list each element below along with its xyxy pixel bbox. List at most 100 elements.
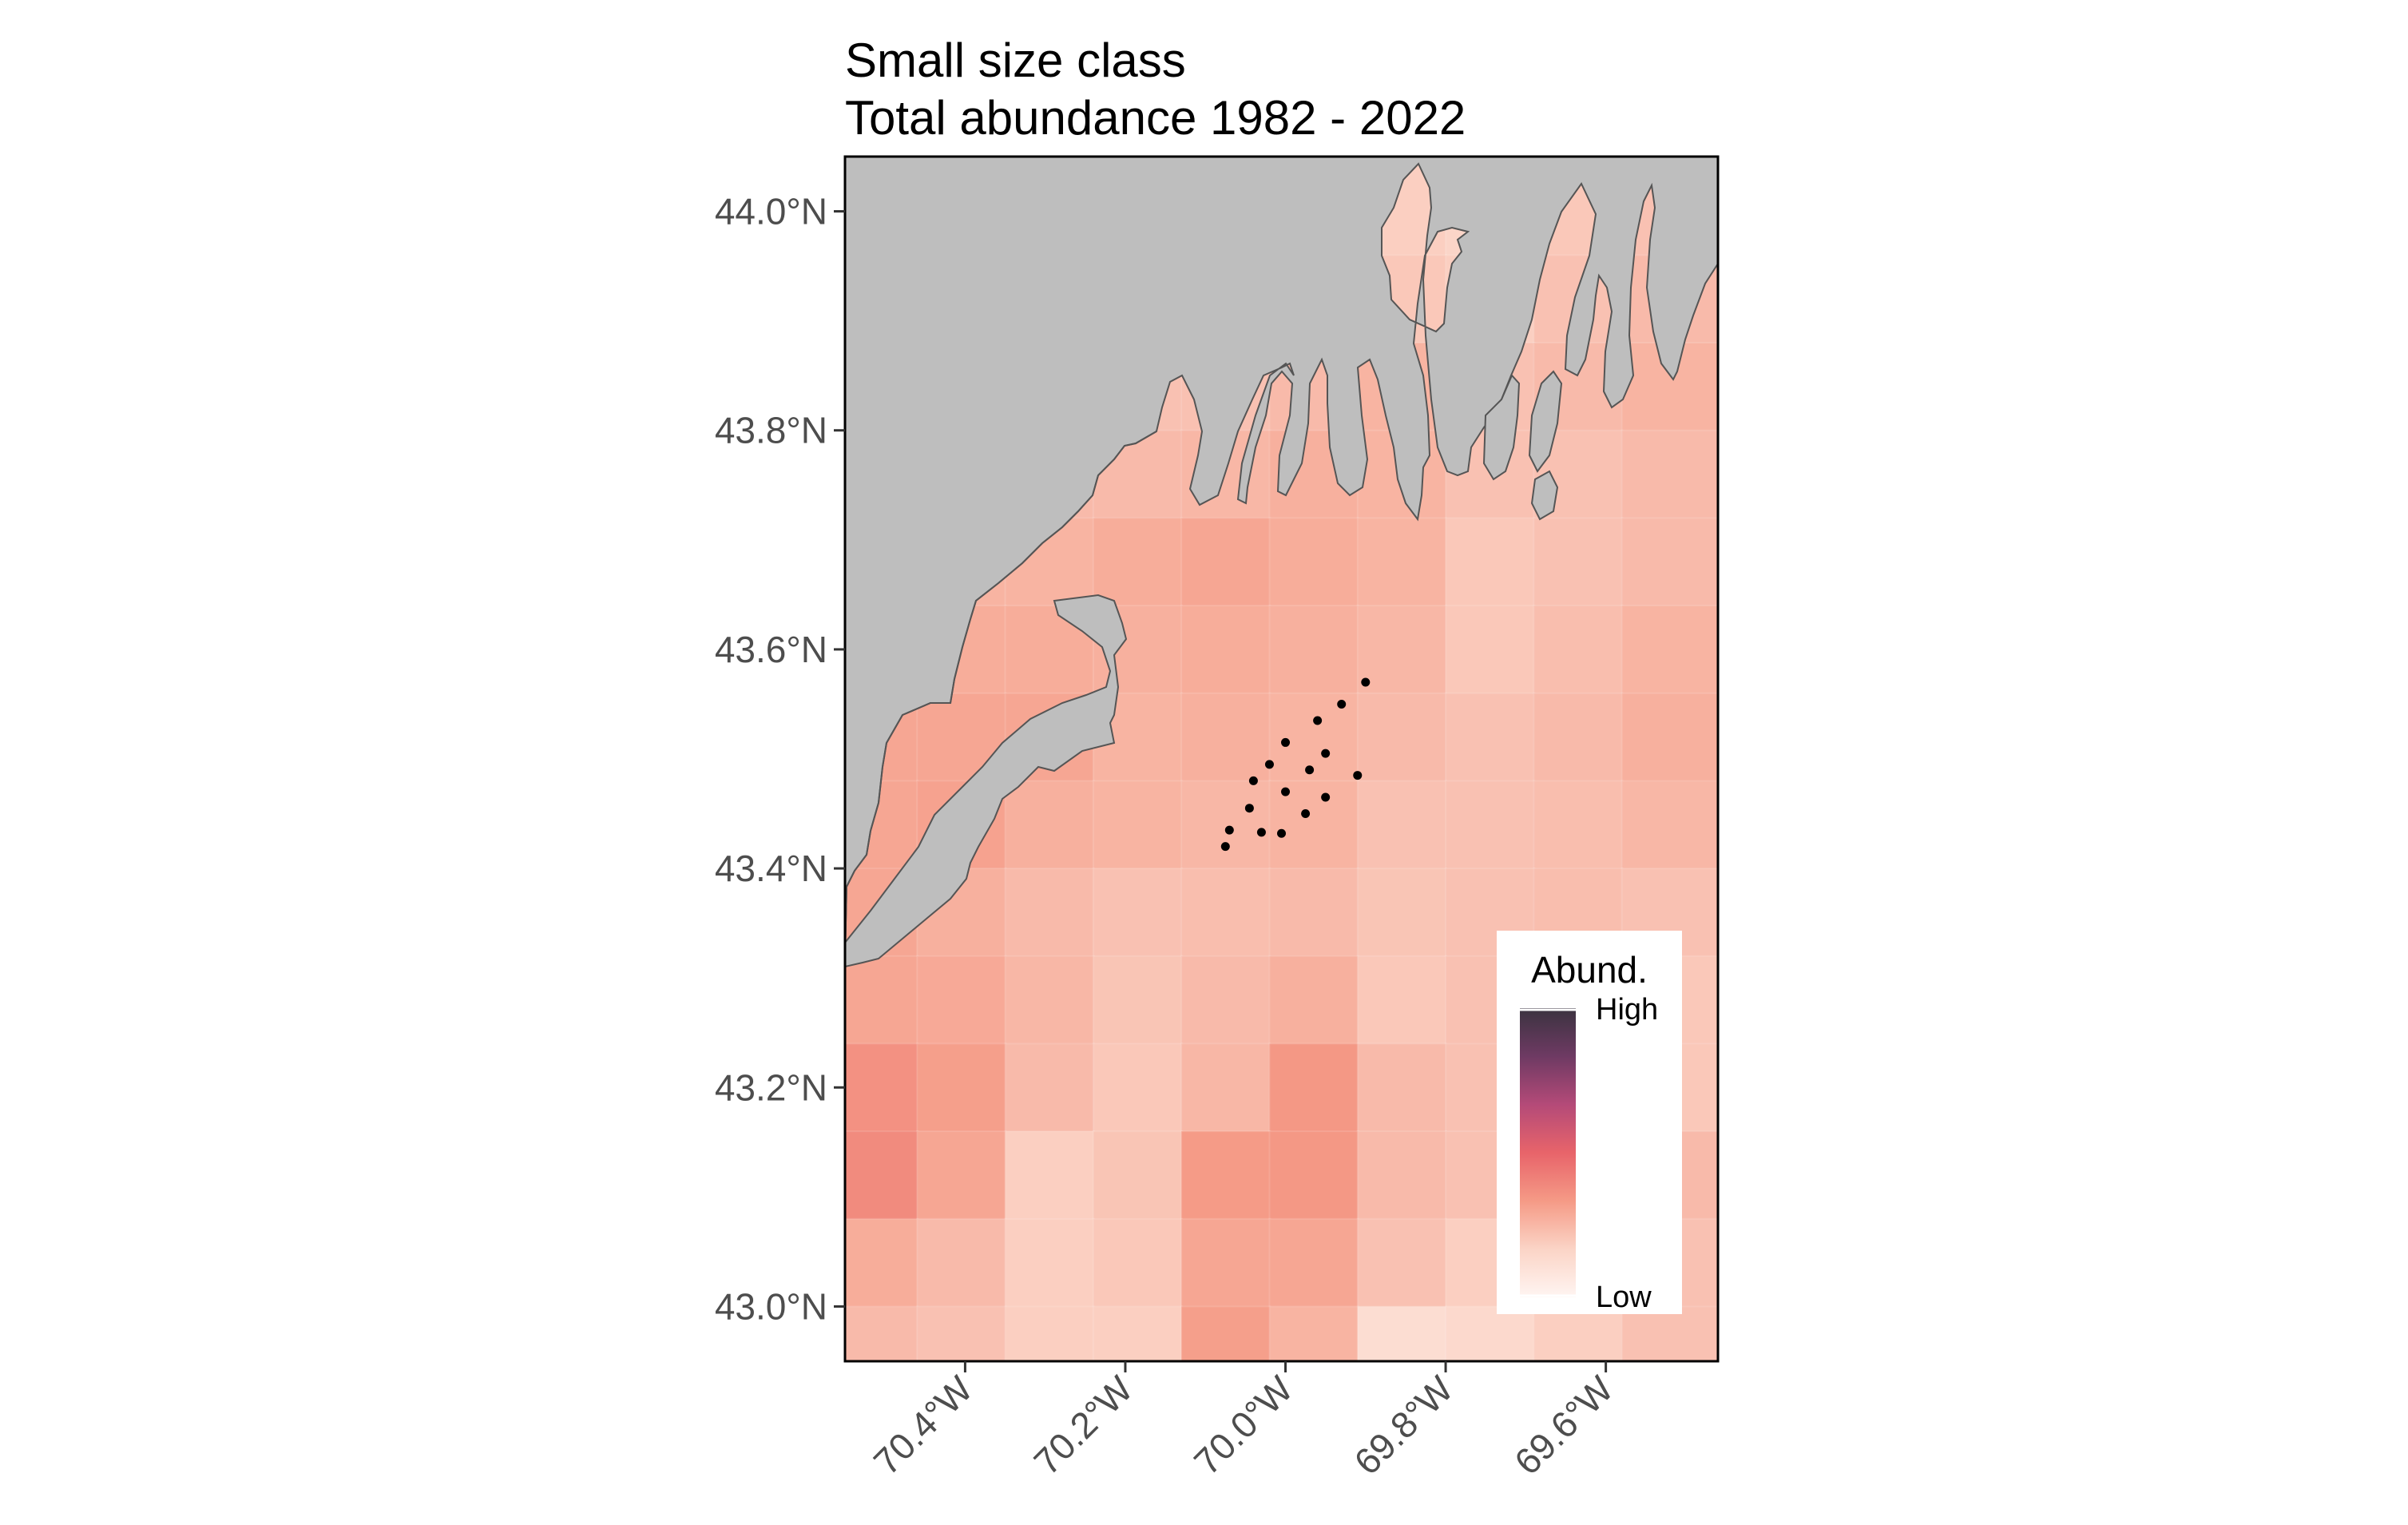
heatmap-cell: [1533, 692, 1624, 783]
heatmap-cell: [916, 955, 1007, 1046]
heatmap-cell: [1268, 1042, 1359, 1134]
survey-station-point: [1264, 760, 1274, 769]
heatmap-cell: [1533, 605, 1624, 695]
survey-station-point: [1281, 787, 1291, 796]
heatmap-cell: [1445, 780, 1536, 871]
heatmap-cell: [1356, 1042, 1448, 1134]
heatmap-cell: [1092, 955, 1184, 1046]
heatmap-cell: [1445, 1305, 1536, 1361]
survey-station-point: [1244, 804, 1254, 813]
river-inlet: [845, 594, 1128, 968]
heatmap-cell: [916, 1130, 1007, 1221]
heatmap-cell: [845, 1042, 919, 1134]
heatmap-cell: [1092, 1305, 1184, 1361]
x-tick-label: 70.4°W: [866, 1368, 981, 1483]
legend-title: Abund.: [1531, 949, 1648, 991]
survey-station-point: [1277, 828, 1286, 838]
heatmap-cell: [845, 955, 919, 1046]
heatmap-cell: [1180, 780, 1271, 871]
heatmap-cell: [1621, 429, 1718, 520]
y-tick-label: 43.8°N: [715, 410, 827, 451]
survey-station-point: [1220, 842, 1230, 852]
heatmap-cell: [845, 1217, 919, 1309]
survey-stations: [1220, 677, 1371, 852]
survey-station-point: [1321, 749, 1331, 758]
heatmap-cell: [845, 1305, 919, 1361]
survey-station-point: [1224, 825, 1234, 835]
heatmap-cell: [1180, 605, 1271, 695]
survey-station-point: [1256, 828, 1266, 837]
y-tick-label: 43.0°N: [715, 1285, 827, 1327]
survey-station-point: [1305, 765, 1315, 775]
heatmap-cell: [1268, 955, 1359, 1046]
y-tick-label: 44.0°N: [715, 191, 827, 232]
heatmap-cell: [1356, 780, 1448, 871]
heatmap-cell: [1092, 868, 1184, 958]
peninsula-mid: [1528, 370, 1563, 473]
y-tick-label: 43.2°N: [715, 1066, 827, 1108]
heatmap-cell: [1533, 1305, 1624, 1361]
heatmap-cell: [1180, 1305, 1271, 1361]
survey-station-point: [1313, 716, 1323, 725]
heatmap-cell: [1356, 868, 1448, 958]
title-line-2: Total abundance 1982 - 2022: [845, 91, 1466, 145]
land-layer: [845, 157, 1718, 968]
heatmap-cell: [1180, 955, 1271, 1046]
heatmap-cell: [1356, 1217, 1448, 1309]
heatmap-cell: [1004, 955, 1095, 1046]
heatmap-cell: [1180, 1217, 1271, 1309]
x-tick-label: 70.0°W: [1186, 1368, 1301, 1483]
heatmap-cell: [1445, 692, 1536, 783]
heatmap-cell: [1533, 517, 1624, 608]
heatmap-cell: [1621, 780, 1718, 871]
heatmap-cell: [1621, 692, 1718, 783]
map-title: Small size class Total abundance 1982 - …: [845, 32, 1466, 147]
title-line-1: Small size class: [845, 34, 1186, 87]
heatmap-cell: [1092, 1042, 1184, 1134]
survey-station-point: [1248, 776, 1258, 785]
survey-station-point: [1321, 792, 1331, 802]
peninsula-river-islands: [1530, 470, 1559, 521]
heatmap-cell: [1004, 1130, 1095, 1221]
map-frame: [843, 155, 1720, 1363]
x-tick-label: 69.8°W: [1346, 1368, 1461, 1483]
legend-low-label: Low: [1596, 1281, 1652, 1314]
heatmap-cell: [1268, 1130, 1359, 1221]
heatmap-cell: [1356, 1130, 1448, 1221]
heatmap-cell: [1445, 605, 1536, 695]
heatmap-cell: [1268, 868, 1359, 958]
heatmap-cell: [1268, 1305, 1359, 1361]
heatmap-cell: [1180, 692, 1271, 783]
heatmap-cell: [1268, 517, 1359, 608]
heatmap-cell: [1180, 1042, 1271, 1134]
survey-station-point: [1337, 699, 1347, 709]
heatmap-cell: [1180, 1130, 1271, 1221]
heatmap-cell: [1004, 1042, 1095, 1134]
heatmap-cell: [1356, 692, 1448, 783]
heatmap-cell: [916, 1217, 1007, 1309]
heatmap-cell: [1004, 1305, 1095, 1361]
coastline-water-edge: [845, 431, 1157, 959]
peninsula-east: [1482, 374, 1521, 481]
heatmap-cell: [916, 1305, 1007, 1361]
heatmap-cell: [845, 1130, 919, 1221]
survey-station-point: [1353, 771, 1363, 780]
survey-station-point: [1281, 737, 1291, 747]
legend: Abund. High Low: [1497, 931, 1682, 1314]
heatmap-cell: [1356, 605, 1448, 695]
legend-high-label: High: [1596, 993, 1658, 1027]
x-tick-label: 69.6°W: [1506, 1368, 1621, 1483]
heatmap-cell: [1445, 517, 1536, 608]
heatmap-cell: [1356, 1305, 1448, 1361]
survey-station-point: [1301, 809, 1311, 819]
heatmap-cell: [1092, 1217, 1184, 1309]
heatmap-cell: [1621, 605, 1718, 695]
heatmap-cell: [1621, 517, 1718, 608]
longitude-axis: 70.4°W 70.2°W 70.0°W 69.8°W 69.6°W: [866, 1361, 1621, 1483]
heatmap-cell: [1092, 1130, 1184, 1221]
heatmap-cell: [1004, 1217, 1095, 1309]
heatmap-cell: [916, 1042, 1007, 1134]
heatmap-cell: [1356, 517, 1448, 608]
y-tick-label: 43.4°N: [715, 848, 827, 889]
x-tick-label: 70.2°W: [1025, 1368, 1141, 1483]
